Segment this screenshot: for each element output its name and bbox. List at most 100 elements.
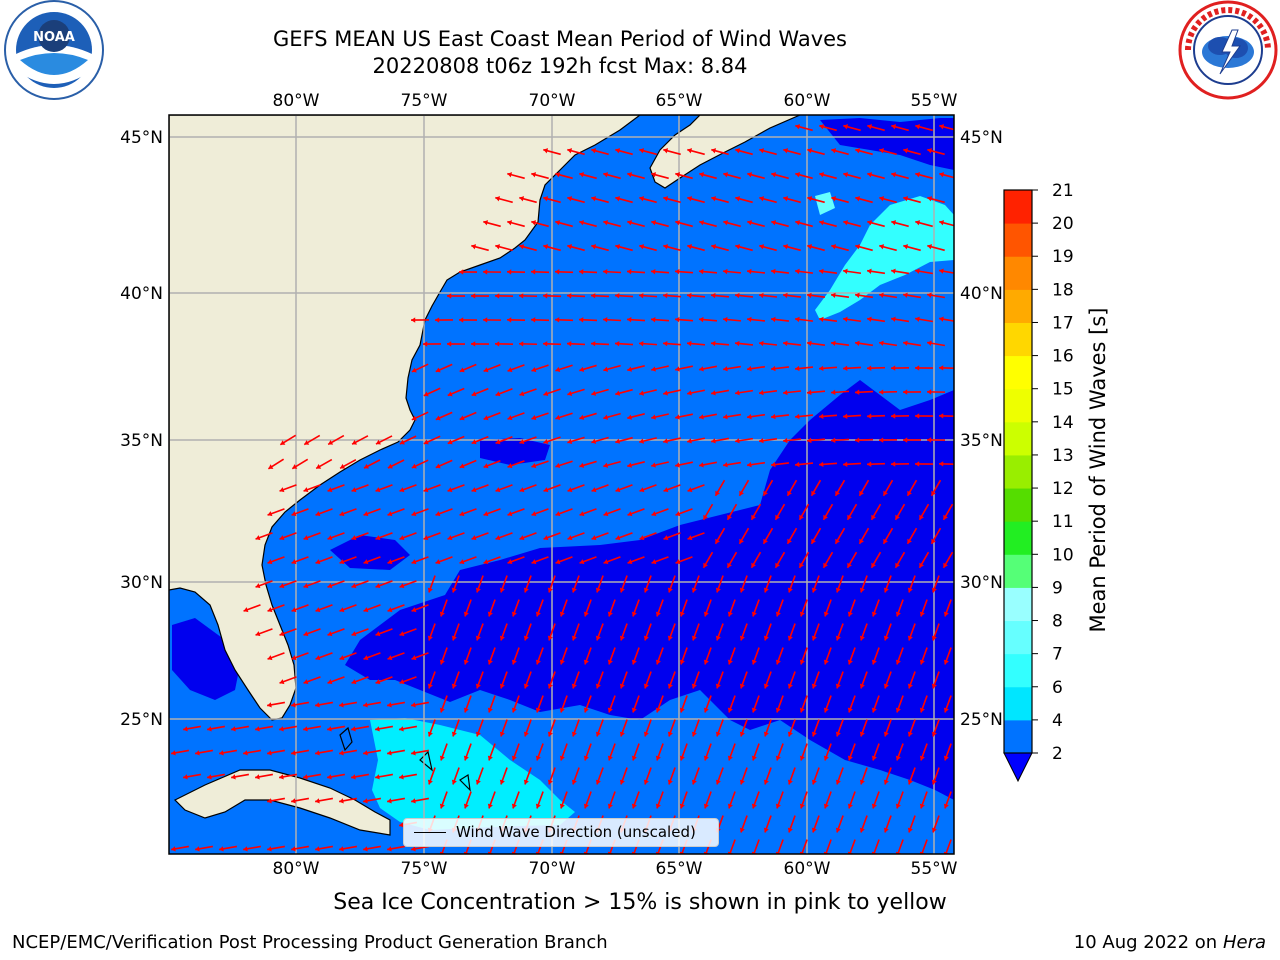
wave-direction-arrow	[919, 695, 928, 713]
wave-direction-arrow	[847, 791, 856, 809]
wave-direction-arrow	[435, 508, 453, 517]
wave-direction-arrow	[762, 479, 774, 497]
wave-direction-arrow	[859, 623, 868, 641]
wave-direction-arrow	[674, 268, 694, 275]
wave-direction-arrow	[459, 363, 477, 373]
wave-direction-arrow	[615, 148, 633, 156]
wave-direction-arrow	[787, 671, 796, 689]
wave-direction-arrow	[746, 316, 766, 323]
wave-direction-arrow	[267, 652, 285, 661]
wave-direction-arrow	[679, 695, 688, 713]
wave-direction-arrow	[595, 623, 604, 641]
wave-direction-arrow	[882, 479, 894, 497]
wave-direction-arrow	[523, 575, 532, 593]
colorbar-tick-label: 20	[1052, 214, 1074, 234]
wave-direction-arrow	[499, 671, 508, 689]
wave-direction-arrow	[835, 575, 844, 593]
wave-direction-arrow	[751, 695, 760, 713]
wave-direction-arrow	[903, 148, 921, 156]
wave-direction-arrow	[303, 532, 321, 541]
wave-direction-arrow	[483, 459, 501, 469]
wave-direction-arrow	[386, 845, 406, 852]
wave-direction-arrow	[543, 436, 561, 445]
wave-direction-arrow	[819, 220, 837, 228]
wave-direction-arrow	[703, 743, 712, 761]
wave-direction-arrow	[819, 172, 837, 180]
lat-tick-label: 45°N	[120, 128, 163, 148]
host-name: Hera	[1222, 932, 1266, 953]
wave-direction-arrow	[290, 797, 310, 804]
wave-direction-arrow	[691, 575, 700, 593]
wave-direction-arrow	[758, 437, 778, 444]
wave-direction-arrow	[727, 599, 736, 617]
wave-direction-arrow	[615, 196, 633, 204]
wave-direction-arrow	[687, 532, 705, 541]
wave-direction-arrow	[739, 575, 748, 593]
wave-direction-arrow	[879, 196, 897, 204]
wave-direction-arrow	[559, 791, 568, 809]
wave-direction-arrow	[531, 220, 549, 228]
wave-direction-arrow	[738, 479, 750, 497]
wave-direction-arrow	[351, 580, 369, 589]
wave-direction-arrow	[878, 437, 898, 443]
wave-direction-arrow	[619, 575, 628, 593]
wave-direction-arrow	[386, 797, 406, 804]
wave-direction-arrow	[726, 503, 738, 521]
wave-direction-arrow	[303, 484, 321, 493]
wave-direction-arrow	[411, 459, 429, 469]
wave-direction-arrow	[818, 316, 838, 323]
wave-direction-arrow	[567, 436, 585, 444]
wave-direction-arrow	[762, 527, 774, 545]
wave-direction-arrow	[495, 436, 513, 445]
wave-direction-arrow	[482, 269, 502, 275]
wave-direction-arrow	[638, 340, 658, 347]
wave-direction-arrow	[775, 599, 784, 617]
wave-direction-arrow	[615, 532, 633, 541]
wave-direction-arrow	[835, 623, 844, 641]
wave-direction-arrow	[834, 527, 846, 545]
wave-direction-arrow	[943, 647, 952, 665]
wave-direction-arrow	[230, 773, 250, 780]
wave-direction-arrow	[471, 435, 489, 445]
wave-direction-arrow	[811, 815, 820, 833]
wave-direction-arrow	[483, 556, 501, 565]
wave-direction-arrow	[943, 599, 952, 617]
wave-direction-arrow	[710, 437, 730, 444]
wave-direction-arrow	[555, 220, 573, 228]
wave-direction-arrow	[254, 773, 274, 780]
wave-direction-arrow	[554, 317, 574, 323]
wave-direction-arrow	[351, 676, 369, 685]
wave-direction-arrow	[890, 413, 910, 419]
wave-direction-arrow	[387, 508, 405, 517]
wave-direction-arrow	[339, 652, 357, 661]
wave-direction-arrow	[487, 791, 496, 809]
wave-direction-arrow	[327, 434, 345, 446]
wave-direction-arrow	[463, 791, 472, 809]
wave-direction-arrow	[847, 695, 856, 713]
colorbar-segment	[1004, 190, 1032, 224]
wave-direction-arrow	[595, 767, 604, 785]
wave-direction-arrow	[726, 551, 738, 569]
wave-direction-arrow	[543, 244, 561, 252]
wave-direction-arrow	[675, 461, 693, 468]
wave-direction-arrow	[763, 719, 772, 737]
wave-direction-arrow	[639, 437, 657, 444]
wave-direction-arrow	[603, 508, 621, 517]
wave-direction-arrow	[463, 695, 472, 713]
wave-direction-arrow	[302, 725, 322, 732]
wave-direction-arrow	[795, 172, 813, 180]
colorbar-segment	[1004, 322, 1032, 357]
wave-direction-arrow	[375, 532, 393, 541]
colorbar-tick-label: 21	[1052, 181, 1074, 201]
wave-direction-arrow	[446, 293, 466, 299]
wave-direction-arrow	[882, 527, 894, 545]
wave-direction-arrow	[487, 599, 496, 617]
wave-direction-arrow	[375, 435, 393, 445]
wave-direction-arrow	[279, 676, 297, 685]
lon-tick-label: 70°W	[529, 91, 576, 111]
wave-direction-arrow	[823, 695, 832, 713]
wave-direction-arrow	[591, 388, 609, 396]
wave-direction-arrow	[315, 508, 333, 517]
wave-direction-arrow	[903, 196, 921, 204]
wave-direction-arrow	[794, 413, 814, 420]
